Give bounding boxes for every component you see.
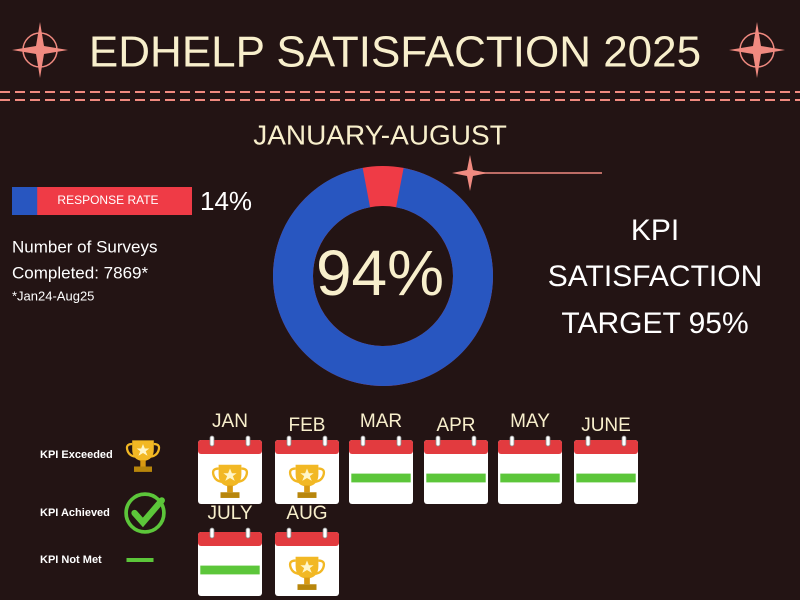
month-label: AUG [286,503,327,524]
month-label: APR [436,415,475,436]
response-rate-bar [12,187,38,215]
trophy-handles [288,467,326,483]
not-met-bar [200,565,260,575]
calendar-header [424,440,488,454]
calendar-header [349,440,413,454]
trophy-icon [125,440,161,472]
trophy-handles [211,467,249,483]
donut [273,166,493,386]
trophy-icon [288,464,326,498]
calendar-page [424,440,488,504]
month-label: JUNE [581,415,631,436]
trophy-stem [304,485,310,493]
calendar-ring [585,435,591,447]
calendar-ring [286,527,292,539]
calendar-page [349,440,413,504]
calendar-ring [545,435,551,447]
trophy-icon [288,556,326,590]
months: KPI Exceeded KPI Achieved KPI Not Met JAN FE… [40,411,638,596]
trophy-stem [227,485,233,493]
calendar-header [275,532,339,546]
sparkle-left [12,22,68,78]
trophy-star [300,468,314,481]
calendar-ring [396,435,402,447]
trophy-icon [211,464,249,498]
kpi-line: TARGET 95% [561,307,748,340]
month-label: MAR [360,411,402,432]
response-rate-value: 14% [200,186,252,216]
trophy-star [223,468,237,481]
calendar-ring [360,435,366,447]
month-label: MAY [510,411,550,432]
not-met-bar [576,473,636,483]
surveys-line: Number of Surveys [12,237,158,256]
response-rate-track [12,187,192,215]
surveys-note: *Jan24-Aug25 [12,288,94,303]
not-met-bar [426,473,486,483]
calendar-ring [621,435,627,447]
title: EDHELP SATISFACTION 2025 [89,28,701,77]
not-met-bar [500,473,560,483]
surveys-line: Completed: 7869* [12,263,148,282]
calendar-page [498,440,562,504]
legend-label: KPI Exceeded [40,449,113,461]
trophy-star [300,560,314,573]
month-label: JAN [212,411,248,432]
calendar-ring [209,527,215,539]
trophy-base [220,492,240,498]
calendar-ring [509,435,515,447]
trophy-base [297,584,317,590]
legend-label: KPI Not Met [40,554,102,566]
not-met-bar [126,558,154,562]
donut-value: 94% [316,237,444,309]
trophy-base [134,466,152,472]
calendar-header [574,440,638,454]
calendar-ring [245,527,251,539]
sparkle-small [452,155,602,191]
response-rate-label: RESPONSE RATE [57,193,158,207]
calendar-header [275,440,339,454]
calendar-ring [209,435,215,447]
trophy-star [136,444,150,456]
calendar-header [498,440,562,454]
donut-arc [273,166,493,386]
trophy-stem [304,577,310,585]
calendar-ring [245,435,251,447]
calendar-page [574,440,638,504]
check-ring [124,492,166,534]
trophy-handles [125,442,161,458]
kpi-line: KPI [631,214,679,247]
month-label: FEB [289,415,326,436]
calendar-ring [322,435,328,447]
legend-label: KPI Achieved [40,507,110,519]
calendar-ring [471,435,477,447]
check-mark [131,497,165,528]
calendar-page [198,532,262,596]
trophy-stem [140,460,146,467]
response-rate: RESPONSE RATE 14% [12,186,252,216]
calendar-ring [286,435,292,447]
subtitle: JANUARY-AUGUST [253,119,507,150]
not-met-bar [351,473,411,483]
calendar-ring [435,435,441,447]
check-icon [124,492,166,534]
kpi-line: SATISFACTION [548,260,762,293]
calendar-header [198,532,262,546]
sparkle-right [729,22,785,78]
calendar-ring [322,527,328,539]
calendar-header [198,440,262,454]
month-label: JULY [207,503,252,524]
trophy-handles [288,559,326,575]
trophy-base [297,492,317,498]
